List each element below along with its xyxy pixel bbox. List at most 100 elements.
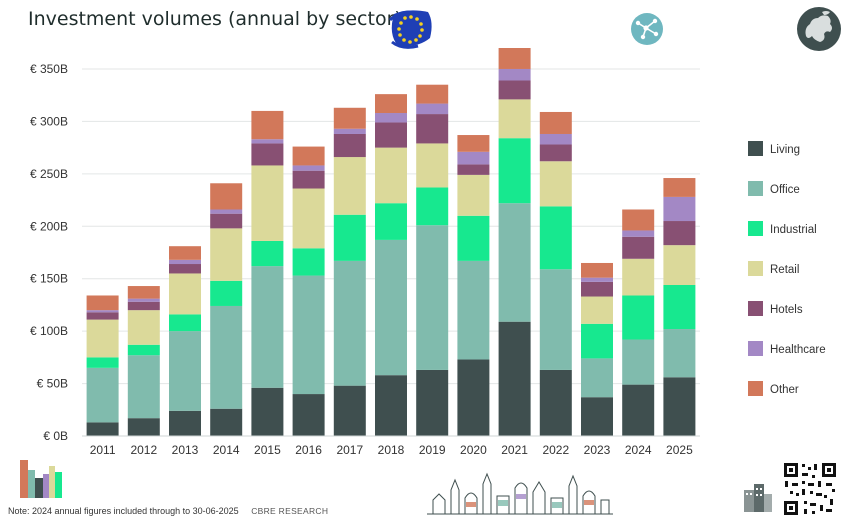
bar-stack-2015 [251,110,284,436]
bar-retail-2018 [375,147,407,204]
bar-office-2016 [292,275,325,395]
bar-other-2020 [457,135,490,152]
footnote-text: Note: 2024 annual figures included throu… [8,506,239,516]
bar-healthcare-2021 [498,68,531,81]
bar-other-2012 [127,286,160,299]
bar-office-2015 [251,266,284,388]
bar-retail-2012 [127,310,160,345]
y-axis: € 0B € 50B € 100B € 150B € 200B € 250B € 300B €… [30,62,68,443]
legend-item-office: Office [748,181,800,196]
x-tick-label: 2022 [542,443,569,457]
y-tick-label: € 150B [30,272,68,286]
bar-other-2013 [169,246,201,260]
bar-industrial-2015 [251,240,284,267]
legend-item-hotels: Hotels [748,301,803,316]
legend-label: Hotels [770,304,803,316]
y-tick-label: € 250B [30,167,68,181]
x-tick-label: 2013 [172,443,199,457]
legend-swatch [748,381,763,396]
bar-office-2022 [539,269,572,370]
bar-living-2021 [498,321,531,436]
city-buildings-icon [20,460,62,498]
bar-stack-2011 [86,295,119,436]
bar-hotels-2017 [333,133,366,158]
bar-retail-2014 [210,228,243,281]
bar-living-2013 [169,410,201,436]
bar-industrial-2019 [416,187,449,226]
bar-retail-2019 [416,143,449,188]
x-tick-label: 2020 [460,443,487,457]
bar-industrial-2016 [292,248,325,276]
bar-stack-2019 [416,84,449,436]
legend-label: Industrial [770,224,817,236]
legend-label: Living [770,144,800,156]
bar-stack-2017 [333,107,366,436]
bar-hotels-2024 [622,236,655,259]
x-tick-label: 2018 [378,443,405,457]
bar-stack-2023 [581,262,613,436]
bar-retail-2011 [86,319,119,358]
bar-other-2025 [663,178,696,197]
legend: Living Office Industrial Retail Hotels Health… [748,141,826,396]
page-title: Investment volumes (annual by sector) [28,8,402,30]
legend-item-living: Living [748,141,800,156]
bar-office-2017 [333,260,366,386]
bar-healthcare-2025 [663,196,696,222]
bar-living-2023 [581,397,613,436]
x-tick-label: 2016 [295,443,322,457]
bar-industrial-2021 [498,138,531,204]
qr-code-icon [782,461,838,517]
bar-other-2018 [375,94,407,114]
bar-healthcare-2024 [622,230,655,237]
bar-living-2019 [416,369,449,436]
bar-other-2023 [581,262,613,278]
y-tick-label: € 0B [43,429,68,443]
y-tick-label: € 50B [37,377,68,391]
bar-office-2011 [86,367,119,423]
bar-healthcare-2015 [251,139,284,144]
bar-hotels-2015 [251,143,284,166]
bar-industrial-2024 [622,295,655,340]
bar-other-2021 [498,48,531,69]
y-tick-label: € 350B [30,62,68,76]
legend-label: Retail [770,264,799,276]
bar-stack-2014 [210,183,243,436]
legend-item-retail: Retail [748,261,799,276]
bar-industrial-2013 [169,314,201,332]
office-buildings-icon [744,484,772,512]
bar-living-2014 [210,408,243,436]
legend-swatch [748,141,763,156]
y-tick-label: € 300B [30,114,68,128]
bar-office-2012 [127,355,160,419]
legend-swatch [748,221,763,236]
bar-healthcare-2013 [169,259,201,265]
legend-swatch [748,181,763,196]
bar-other-2019 [416,84,449,104]
bars [86,48,696,436]
x-tick-label: 2014 [213,443,240,457]
bar-office-2020 [457,260,490,360]
bar-healthcare-2014 [210,209,243,214]
bar-stack-2020 [457,135,490,436]
bar-industrial-2014 [210,280,243,306]
bar-living-2011 [86,422,119,436]
y-tick-label: € 100B [30,324,68,338]
bar-hotels-2023 [581,281,613,297]
bar-office-2021 [498,203,531,322]
x-tick-label: 2015 [254,443,281,457]
bar-stack-2021 [498,48,531,436]
bar-living-2015 [251,387,284,436]
bar-hotels-2016 [292,170,325,189]
bar-industrial-2017 [333,214,366,261]
legend-item-healthcare: Healthcare [748,341,826,356]
x-tick-label: 2012 [130,443,157,457]
y-tick-label: € 200B [30,219,68,233]
bar-hotels-2020 [457,164,490,175]
bar-living-2016 [292,394,325,436]
bar-hotels-2012 [127,301,160,311]
bar-stack-2012 [127,286,160,436]
skyline-illustration [427,472,613,515]
bar-retail-2022 [539,161,572,207]
bar-hotels-2019 [416,114,449,144]
bar-living-2022 [539,369,572,436]
